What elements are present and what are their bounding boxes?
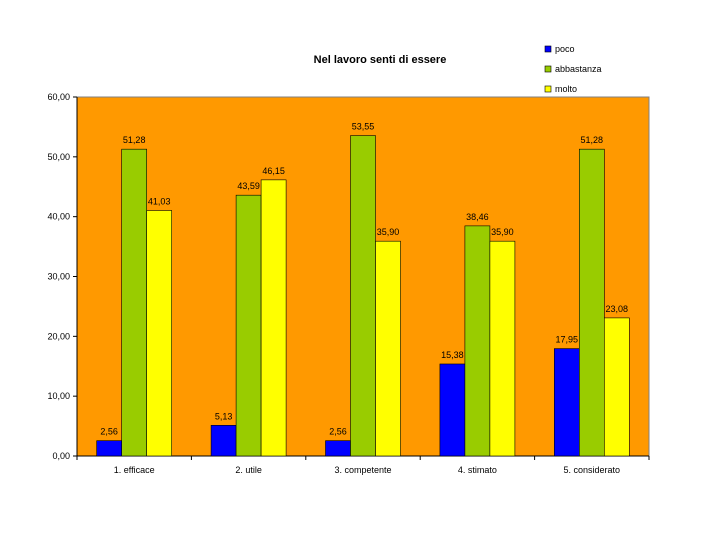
- data-label-abbastanza: 53,55: [352, 122, 375, 132]
- data-label-molto: 46,15: [262, 166, 285, 176]
- bar-molto: [603, 317, 630, 457]
- bar-poco: [210, 425, 237, 457]
- data-label-abbastanza: 51,28: [123, 135, 146, 145]
- bar-poco: [553, 348, 580, 457]
- bar-abbastanza: [350, 135, 376, 457]
- legend-swatch-molto: [544, 85, 552, 93]
- x-category-label: 3. competente: [334, 465, 391, 475]
- x-category-label: 2. utile: [235, 465, 262, 475]
- bar-abbastanza: [235, 194, 262, 457]
- x-category-label: 4. stimato: [458, 465, 497, 475]
- legend-label-poco: poco: [555, 44, 575, 54]
- data-label-poco: 5,13: [215, 411, 233, 421]
- data-label-abbastanza: 51,28: [581, 135, 604, 145]
- y-tick-label: 0,00: [52, 451, 70, 461]
- bar-abbastanza: [121, 148, 147, 457]
- legend: poco abbastanza molto: [544, 44, 602, 94]
- chart-title: Nel lavoro senti di essere: [314, 54, 447, 66]
- y-tick-label: 60,00: [47, 92, 70, 102]
- data-label-molto: 35,90: [491, 227, 514, 237]
- legend-label-molto: molto: [555, 84, 577, 94]
- data-label-molto: 41,03: [148, 197, 171, 207]
- bar-poco: [325, 440, 351, 457]
- legend-swatch-abbastanza: [544, 65, 552, 73]
- legend-swatch-poco: [544, 45, 552, 53]
- y-tick-label: 50,00: [47, 152, 70, 162]
- bar-molto: [260, 179, 287, 457]
- y-tick-label: 40,00: [47, 212, 70, 222]
- data-label-poco: 2,56: [329, 427, 347, 437]
- data-label-poco: 2,56: [100, 427, 118, 437]
- data-label-abbastanza: 38,46: [466, 212, 489, 222]
- bar-abbastanza: [464, 225, 491, 457]
- bar-molto: [375, 240, 401, 457]
- x-category-label: 1. efficace: [114, 465, 155, 475]
- data-label-abbastanza: 43,59: [237, 181, 260, 191]
- bar-molto: [146, 210, 172, 457]
- bar-poco: [439, 363, 466, 457]
- bar-abbastanza: [578, 148, 605, 457]
- data-label-poco: 15,38: [441, 350, 464, 360]
- y-tick-label: 30,00: [47, 272, 70, 282]
- y-tick-label: 10,00: [47, 391, 70, 401]
- legend-label-abbastanza: abbastanza: [555, 64, 602, 74]
- x-category-label: 5. considerato: [564, 465, 621, 475]
- bar-poco: [96, 440, 122, 457]
- plot-area: 0,00 10,00 20,00 30,00 40,00 50,00 60,00 1. eff…: [47, 92, 650, 475]
- data-label-molto: 23,08: [606, 304, 629, 314]
- data-label-molto: 35,90: [377, 227, 400, 237]
- y-tick-label: 20,00: [47, 331, 70, 341]
- data-label-poco: 17,95: [556, 335, 579, 345]
- bar-molto: [489, 240, 516, 457]
